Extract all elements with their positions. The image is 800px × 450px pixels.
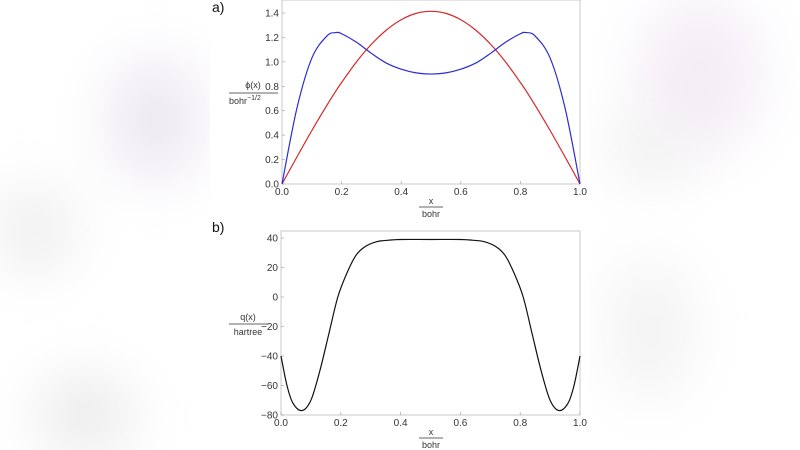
- y-tick-label: 0.8: [265, 82, 279, 93]
- svg-text:x: x: [429, 196, 434, 206]
- x-tick-label: 0.8: [513, 418, 527, 429]
- x-tick-label: 1.0: [573, 187, 587, 198]
- y-axis-a: 0.0 0.2 0.4 0.6 0.8 1.0 1.2 1.4: [265, 9, 285, 191]
- plot-frame-a: [281, 0, 581, 185]
- chart-a: a) 0.0 0.2 0.4 0.6 0.8 1.0 1.2 1.4 0.0 0.2 0.4 0.6…: [212, 0, 587, 219]
- y-tick-label: −80: [261, 411, 278, 422]
- plot-frame-b: [280, 230, 581, 416]
- y-tick-label: 20: [267, 263, 279, 274]
- y-tick-label: 1.4: [265, 9, 279, 20]
- y-tick-label: −60: [261, 381, 278, 392]
- y-tick-label: −20: [261, 322, 278, 333]
- y-tick-label: 0.6: [265, 106, 279, 117]
- svg-text:bohr−1/2: bohr−1/2: [229, 95, 261, 106]
- svg-text:bohr: bohr: [422, 440, 440, 450]
- x-tick-label: 0.6: [454, 187, 468, 198]
- y-tick-label: −40: [261, 352, 278, 363]
- x-axis-label-a: x bohr: [419, 196, 443, 219]
- x-tick-label: 0.0: [274, 418, 288, 429]
- svg-text:x: x: [429, 427, 434, 437]
- svg-text:ϕ(x): ϕ(x): [245, 80, 261, 90]
- svg-text:q(x): q(x): [240, 312, 256, 322]
- y-tick-label: 1.0: [265, 57, 279, 68]
- x-axis-label-b: x bohr: [419, 427, 443, 450]
- panel-a-label: a): [212, 0, 224, 15]
- y-axis-label-a: ϕ(x) bohr−1/2: [229, 80, 278, 106]
- blue-curve: [281, 31, 581, 185]
- x-tick-label: 0.6: [453, 418, 467, 429]
- figure-panel: a) 0.0 0.2 0.4 0.6 0.8 1.0 1.2 1.4 0.0 0.2 0.4 0.6…: [210, 0, 590, 450]
- y-axis-label-b: q(x) hartree: [229, 312, 268, 337]
- y-tick-label: 0.0: [265, 180, 279, 191]
- svg-text:bohr: bohr: [422, 209, 440, 219]
- y-axis-b: 40 20 0 −20 −40 −60 −80: [261, 234, 284, 422]
- svg-text:hartree: hartree: [234, 327, 263, 337]
- x-tick-label: 0.2: [334, 418, 348, 429]
- y-tick-label: 0: [272, 293, 278, 304]
- y-tick-label: 1.2: [265, 33, 279, 44]
- y-tick-label: 0.4: [265, 131, 279, 142]
- x-tick-label: 0.8: [513, 187, 527, 198]
- figure-svg: a) 0.0 0.2 0.4 0.6 0.8 1.0 1.2 1.4 0.0 0.2 0.4 0.6…: [212, 0, 587, 450]
- x-tick-label: 1.0: [573, 418, 587, 429]
- x-tick-label: 0.4: [394, 187, 408, 198]
- y-tick-label: 40: [267, 234, 279, 245]
- q-curve: [280, 238, 581, 412]
- red-curve: [281, 10, 581, 185]
- x-axis-b: 0.0 0.2 0.4 0.6 0.8 1.0: [274, 412, 587, 429]
- y-tick-label: 0.2: [265, 155, 279, 166]
- x-tick-label: 0.0: [275, 187, 289, 198]
- x-tick-label: 0.4: [394, 418, 408, 429]
- x-tick-label: 0.2: [335, 187, 349, 198]
- panel-b-label: b): [212, 219, 224, 235]
